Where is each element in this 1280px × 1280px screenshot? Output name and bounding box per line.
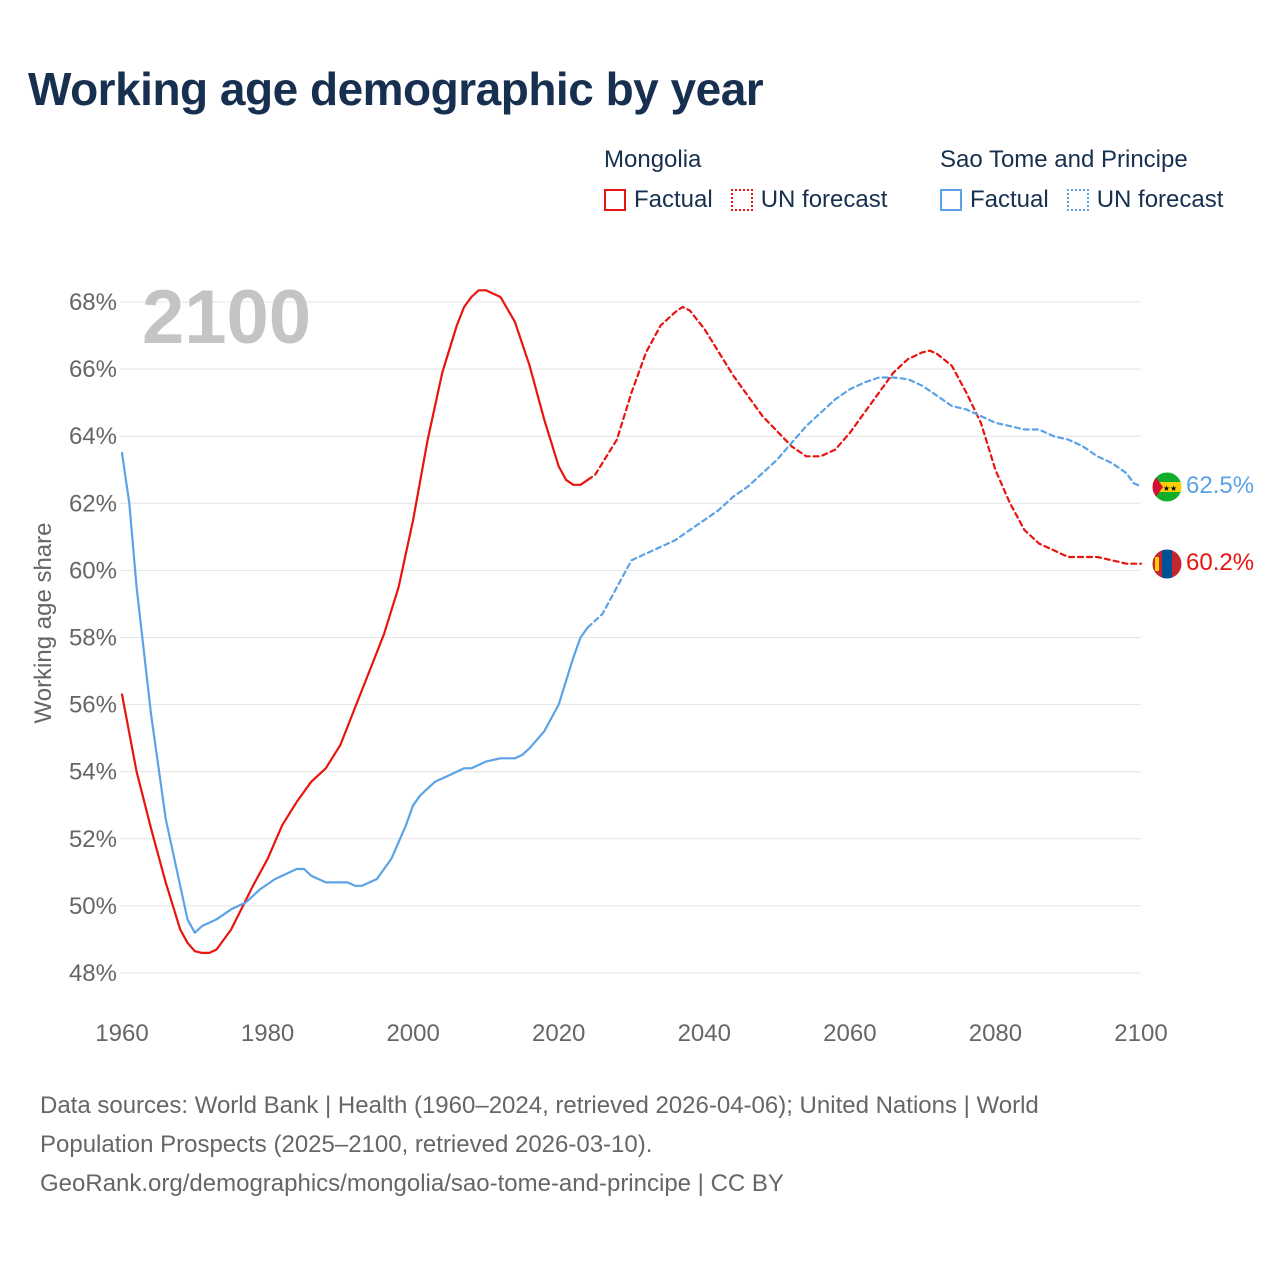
legend-label: UN forecast bbox=[1096, 186, 1224, 213]
series-line-sao-tome-and-principe-forecast bbox=[586, 376, 1143, 629]
y-tick-label: 54% bbox=[69, 759, 117, 786]
legend-group-mongolia: Mongolia Factual UN forecast bbox=[604, 146, 905, 214]
flag-mongolia-icon bbox=[1151, 548, 1183, 580]
series-line-mongolia-forecast bbox=[586, 305, 1143, 565]
x-tick-label: 2060 bbox=[823, 1020, 876, 1047]
x-axis: 1960 1980 2000 2020 2040 2060 2080 2100 bbox=[95, 1020, 1167, 1047]
legend-label: UN forecast bbox=[760, 186, 888, 213]
legend-group-sao-tome-and-principe: Sao Tome and Principe Factual UN forecas… bbox=[940, 146, 1241, 214]
footer-line: GeoRank.org/demographics/mongolia/sao-to… bbox=[40, 1170, 784, 1197]
y-tick-label: 64% bbox=[69, 423, 117, 450]
legend-label: Factual bbox=[634, 186, 713, 213]
x-tick-label: 1980 bbox=[241, 1020, 294, 1047]
x-tick-label: 2040 bbox=[678, 1020, 731, 1047]
x-tick-label: 2100 bbox=[1114, 1020, 1167, 1047]
y-tick-label: 50% bbox=[69, 893, 117, 920]
footer-line: Data sources: World Bank | Health (1960–… bbox=[40, 1092, 1039, 1119]
y-tick-label: 68% bbox=[69, 289, 117, 316]
legend-item-forecast[interactable]: UN forecast bbox=[730, 186, 888, 214]
y-tick-label: 56% bbox=[69, 692, 117, 719]
series-line-sao-tome-and-principe-factual bbox=[120, 451, 589, 934]
legend-label: Factual bbox=[970, 186, 1049, 213]
legend-group-name: Sao Tome and Principe bbox=[940, 146, 1188, 173]
end-label-mongolia: 60.2% bbox=[1186, 549, 1254, 576]
y-tick-label: 52% bbox=[69, 826, 117, 853]
x-tick-label: 2000 bbox=[386, 1020, 439, 1047]
y-tick-label: 60% bbox=[69, 557, 117, 584]
legend-swatch-dotted bbox=[1066, 189, 1089, 211]
footer-sources: Data sources: World Bank | Health (1960–… bbox=[40, 1086, 1240, 1203]
y-axis: 48% 50% 52% 54% 56% 58% 60% 62% 64% 66% 68% bbox=[69, 289, 117, 987]
x-tick-label: 1960 bbox=[95, 1020, 148, 1047]
legend-swatch-dotted bbox=[730, 189, 753, 211]
line-chart: 48%50%52%54%56%58%60%62%64%66%68% 1960 19… bbox=[30, 275, 1254, 1047]
legend-group-name: Mongolia bbox=[604, 146, 702, 173]
chart-title: Working age demographic by year bbox=[28, 63, 764, 115]
legend-item-forecast[interactable]: UN forecast bbox=[1066, 186, 1224, 214]
series-line-mongolia-factual bbox=[120, 289, 589, 954]
gridlines bbox=[120, 301, 1141, 974]
legend-item-factual[interactable]: Factual bbox=[940, 186, 1049, 214]
end-label-sao-tome-and-principe: 62.5% bbox=[1186, 472, 1254, 499]
y-tick-label: 48% bbox=[69, 960, 117, 987]
y-tick-label: 62% bbox=[69, 490, 117, 517]
series bbox=[120, 289, 1143, 954]
svg-text:★★: ★★ bbox=[1163, 484, 1177, 493]
y-axis-label: Working age share bbox=[30, 523, 57, 724]
y-tick-label: 66% bbox=[69, 356, 117, 383]
x-tick-label: 2080 bbox=[969, 1020, 1022, 1047]
legend-swatch-solid bbox=[940, 189, 962, 211]
legend-swatch-solid bbox=[604, 189, 626, 211]
year-watermark: 2100 bbox=[142, 275, 311, 360]
x-tick-label: 2020 bbox=[532, 1020, 585, 1047]
legend-item-factual[interactable]: Factual bbox=[604, 186, 713, 214]
footer-line: Population Prospects (2025–2100, retriev… bbox=[40, 1131, 653, 1158]
y-tick-label: 58% bbox=[69, 625, 117, 652]
flag-sao-tome-and-principe-icon: ★★ bbox=[1151, 471, 1183, 503]
